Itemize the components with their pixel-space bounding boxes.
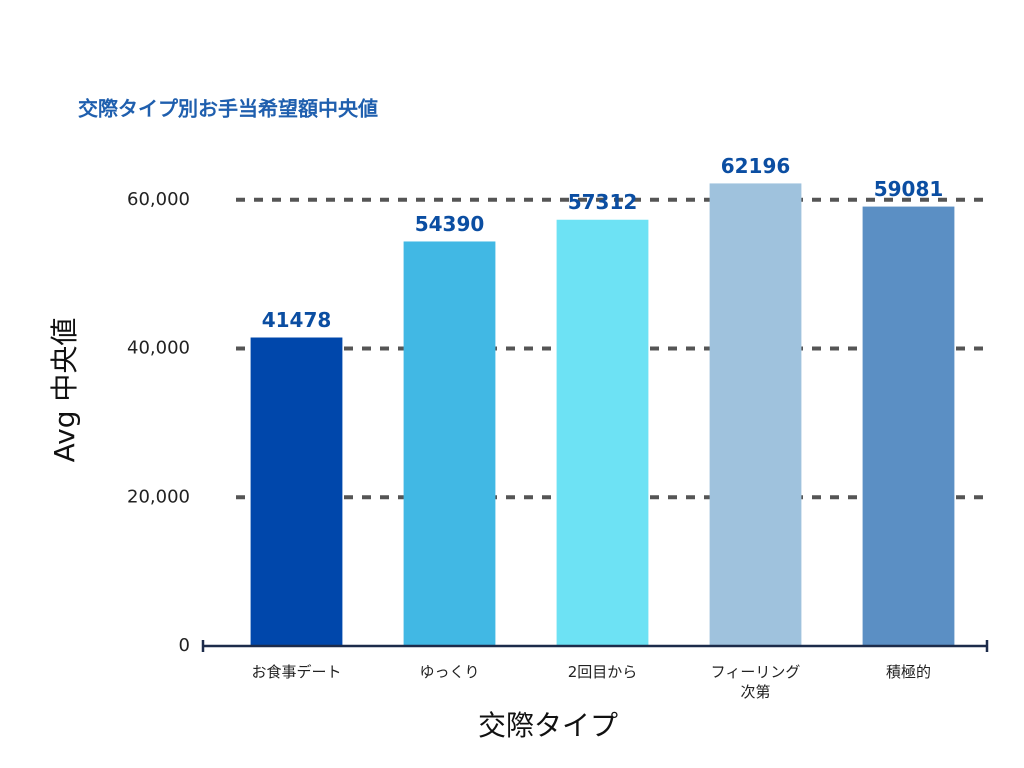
data-label: 54390 xyxy=(415,212,485,236)
x-tick-label: 2回目から xyxy=(567,663,638,681)
bar xyxy=(556,219,649,646)
x-tick-label: 積極的 xyxy=(885,663,931,681)
data-label: 41478 xyxy=(262,308,332,332)
y-axis-label: Avg 中央値 xyxy=(48,318,81,463)
bar xyxy=(862,206,955,646)
bar xyxy=(250,337,343,646)
data-label: 57312 xyxy=(568,190,638,214)
y-tick-label: 0 xyxy=(179,635,190,656)
chart-title: 交際タイプ別お手当希望額中央値 xyxy=(78,97,378,121)
x-axis-label: 交際タイプ xyxy=(478,709,618,742)
x-tick-label: ゆっくり xyxy=(419,663,480,681)
bar xyxy=(403,241,496,647)
bar xyxy=(709,183,802,647)
data-label: 62196 xyxy=(721,154,791,178)
x-tick-label: フィーリング次第 xyxy=(710,663,801,701)
y-tick-label: 60,000 xyxy=(127,189,190,210)
y-tick-label: 20,000 xyxy=(127,486,190,507)
y-tick-label: 40,000 xyxy=(127,338,190,359)
x-tick-label: お食事デート xyxy=(251,663,342,681)
data-label: 59081 xyxy=(874,177,944,201)
